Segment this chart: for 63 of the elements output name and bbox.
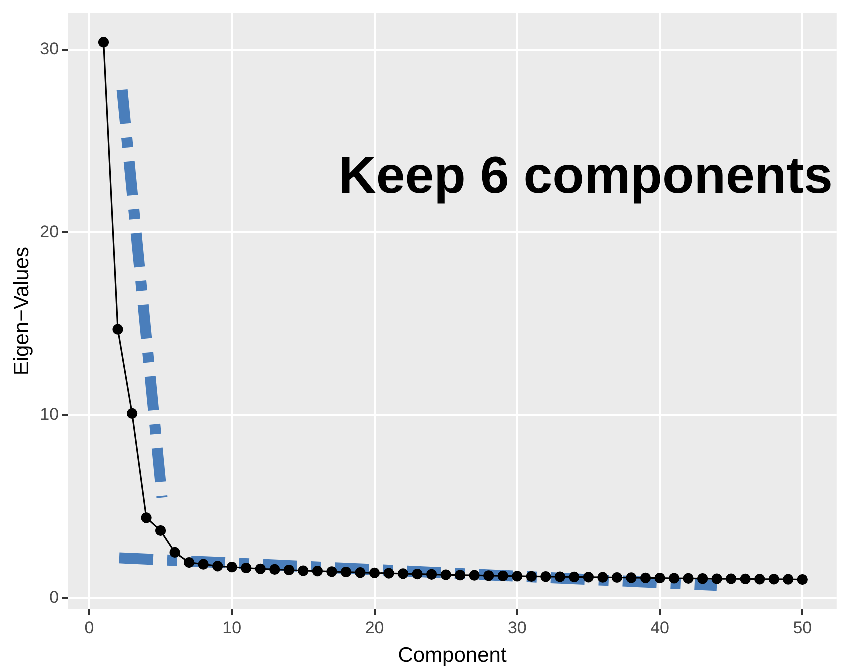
point <box>270 564 280 576</box>
point <box>255 564 266 574</box>
point <box>312 566 324 577</box>
point <box>326 566 338 578</box>
point <box>184 557 195 568</box>
point <box>683 573 694 584</box>
y-axis-title: Eigen−Values <box>10 246 34 376</box>
y-tick-label: 0 <box>50 588 60 608</box>
point <box>98 37 110 48</box>
x-tick-label: 30 <box>508 618 527 638</box>
point <box>241 562 252 574</box>
point <box>355 568 366 578</box>
point <box>726 574 737 584</box>
point <box>768 574 780 585</box>
point <box>669 573 680 584</box>
annotation: Keep 6 components <box>338 147 833 206</box>
point <box>198 559 209 570</box>
point <box>754 574 766 585</box>
point <box>640 572 652 584</box>
y-tick-label: 30 <box>40 39 60 58</box>
point <box>626 572 637 584</box>
point <box>740 574 751 585</box>
point <box>498 570 508 582</box>
point <box>526 571 537 582</box>
point <box>284 564 294 576</box>
point <box>583 572 594 583</box>
point <box>226 562 238 573</box>
x-tick-label: 10 <box>222 618 242 638</box>
x-axis-title: Component <box>398 644 507 668</box>
point <box>654 573 666 584</box>
y-tick-label: 10 <box>40 405 60 424</box>
x-tick-label: 40 <box>650 618 670 638</box>
point <box>340 566 352 578</box>
point <box>569 572 580 583</box>
y-tick-label: 20 <box>40 222 60 242</box>
point <box>440 570 452 580</box>
point <box>712 574 722 584</box>
point <box>612 572 623 584</box>
point <box>512 571 523 582</box>
point <box>212 561 224 572</box>
point <box>469 570 480 581</box>
point <box>398 568 409 580</box>
point <box>484 570 494 582</box>
point <box>156 525 166 536</box>
x-tick-label: 20 <box>365 618 384 638</box>
point <box>455 570 466 581</box>
point <box>797 574 808 586</box>
point <box>369 568 380 578</box>
point <box>126 408 138 420</box>
x-tick-label: 0 <box>84 618 94 638</box>
point <box>298 566 309 576</box>
point <box>783 574 794 585</box>
point <box>426 569 438 580</box>
point <box>112 324 124 335</box>
point <box>412 568 423 580</box>
point <box>598 572 608 583</box>
x-tick-label: 50 <box>793 618 812 638</box>
point <box>540 572 552 582</box>
point <box>384 568 394 579</box>
point <box>554 572 566 582</box>
point <box>170 547 180 558</box>
point <box>141 512 152 524</box>
point <box>698 574 708 584</box>
